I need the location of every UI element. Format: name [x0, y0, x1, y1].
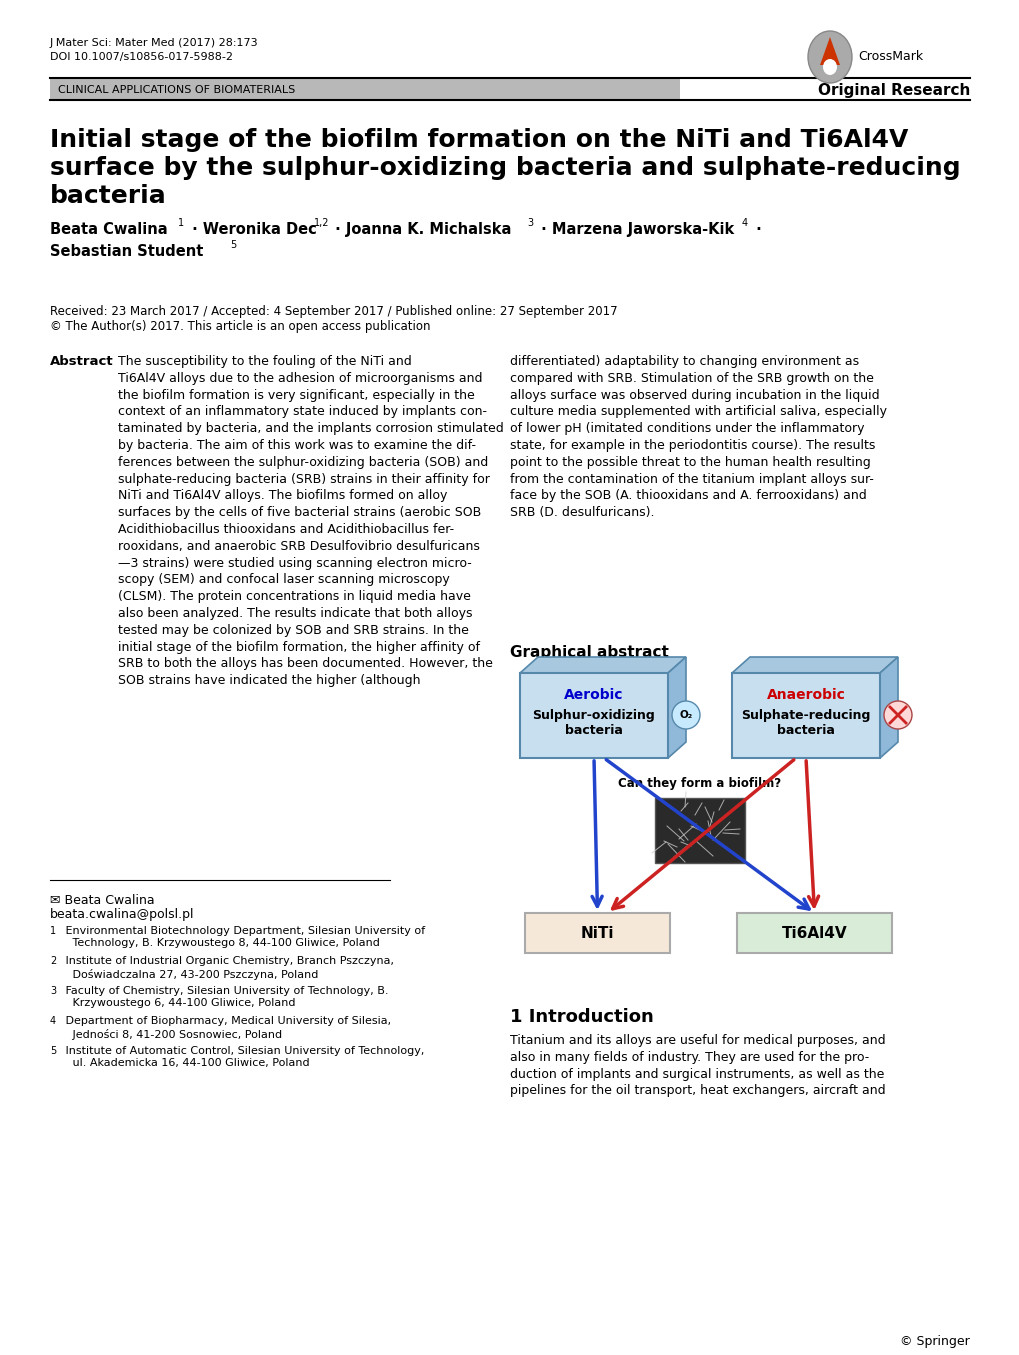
Text: 5: 5	[229, 240, 236, 251]
FancyBboxPatch shape	[50, 79, 680, 100]
Text: Sulphate-reducing
bacteria: Sulphate-reducing bacteria	[741, 709, 870, 737]
Text: Department of Biopharmacy, Medical University of Silesia,
   Jedności 8, 41-200 : Department of Biopharmacy, Medical Unive…	[62, 1016, 390, 1039]
Text: Sulphur-oxidizing
bacteria: Sulphur-oxidizing bacteria	[532, 709, 655, 737]
Text: Faculty of Chemistry, Silesian University of Technology, B.
   Krzywoustego 6, 4: Faculty of Chemistry, Silesian Universit…	[62, 986, 388, 1008]
Text: O₂: O₂	[679, 710, 692, 720]
Text: Beata Cwalina: Beata Cwalina	[50, 222, 167, 237]
FancyBboxPatch shape	[654, 798, 744, 863]
Text: ✉ Beata Cwalina: ✉ Beata Cwalina	[50, 894, 155, 906]
Text: 1: 1	[178, 218, 184, 228]
Text: Environmental Biotechnology Department, Silesian University of
   Technology, B.: Environmental Biotechnology Department, …	[62, 925, 425, 948]
Text: CLINICAL APPLICATIONS OF BIOMATERIALS: CLINICAL APPLICATIONS OF BIOMATERIALS	[58, 85, 294, 95]
Text: Institute of Automatic Control, Silesian University of Technology,
   ul. Akadem: Institute of Automatic Control, Silesian…	[62, 1046, 424, 1068]
Polygon shape	[879, 657, 897, 757]
Text: 3: 3	[527, 218, 533, 228]
Ellipse shape	[807, 31, 851, 83]
Text: The susceptibility to the fouling of the NiTi and
Ti6Al4V alloys due to the adhe: The susceptibility to the fouling of the…	[118, 355, 503, 687]
Text: Sebastian Student: Sebastian Student	[50, 244, 203, 259]
Text: 2: 2	[50, 957, 56, 966]
Text: beata.cwalina@polsl.pl: beata.cwalina@polsl.pl	[50, 908, 195, 921]
Text: Abstract: Abstract	[50, 355, 113, 369]
Text: Ti6Al4V: Ti6Al4V	[781, 925, 847, 940]
Text: surface by the sulphur-oxidizing bacteria and sulphate-reducing: surface by the sulphur-oxidizing bacteri…	[50, 156, 960, 180]
Text: 1: 1	[50, 925, 56, 936]
Polygon shape	[732, 657, 897, 673]
Text: © Springer: © Springer	[900, 1335, 969, 1348]
Text: © The Author(s) 2017. This article is an open access publication: © The Author(s) 2017. This article is an…	[50, 320, 430, 333]
Text: · Weronika Dec: · Weronika Dec	[186, 222, 317, 237]
Circle shape	[672, 701, 699, 729]
Text: 1 Introduction: 1 Introduction	[510, 1008, 653, 1026]
Circle shape	[883, 701, 911, 729]
Text: Original Research: Original Research	[817, 83, 969, 98]
Text: 4: 4	[741, 218, 747, 228]
Text: Graphical abstract: Graphical abstract	[510, 645, 668, 660]
FancyBboxPatch shape	[737, 913, 892, 953]
Text: Can they form a biofilm?: Can they form a biofilm?	[618, 776, 781, 790]
Text: Received: 23 March 2017 / Accepted: 4 September 2017 / Published online: 27 Sept: Received: 23 March 2017 / Accepted: 4 Se…	[50, 305, 618, 318]
Text: differentiated) adaptability to changing environment as
compared with SRB. Stimu: differentiated) adaptability to changing…	[510, 355, 887, 519]
Text: ·: ·	[750, 222, 761, 237]
Ellipse shape	[822, 60, 837, 75]
Text: Institute of Industrial Organic Chemistry, Branch Pszczyna,
   Doświadczalna 27,: Institute of Industrial Organic Chemistr…	[62, 957, 393, 980]
Text: Titanium and its alloys are useful for medical purposes, and
also in many fields: Titanium and its alloys are useful for m…	[510, 1034, 884, 1098]
Text: NiTi: NiTi	[580, 925, 613, 940]
Polygon shape	[520, 657, 686, 673]
Text: · Marzena Jaworska-Kik: · Marzena Jaworska-Kik	[535, 222, 734, 237]
Polygon shape	[667, 657, 686, 757]
Text: 4: 4	[50, 1016, 56, 1026]
Polygon shape	[819, 37, 840, 65]
Text: · Joanna K. Michalska: · Joanna K. Michalska	[330, 222, 511, 237]
Text: Initial stage of the biofilm formation on the NiTi and Ti6Al4V: Initial stage of the biofilm formation o…	[50, 127, 908, 152]
FancyBboxPatch shape	[525, 913, 669, 953]
Text: DOI 10.1007/s10856-017-5988-2: DOI 10.1007/s10856-017-5988-2	[50, 51, 232, 62]
Text: 3: 3	[50, 986, 56, 996]
FancyBboxPatch shape	[520, 673, 667, 757]
Text: Aerobic: Aerobic	[564, 688, 624, 702]
Text: CrossMark: CrossMark	[857, 50, 922, 64]
Text: bacteria: bacteria	[50, 184, 166, 209]
Text: 5: 5	[50, 1046, 56, 1056]
Text: Anaerobic: Anaerobic	[766, 688, 845, 702]
FancyBboxPatch shape	[732, 673, 879, 757]
Text: 1,2: 1,2	[314, 218, 329, 228]
Text: J Mater Sci: Mater Med (2017) 28:173: J Mater Sci: Mater Med (2017) 28:173	[50, 38, 259, 47]
